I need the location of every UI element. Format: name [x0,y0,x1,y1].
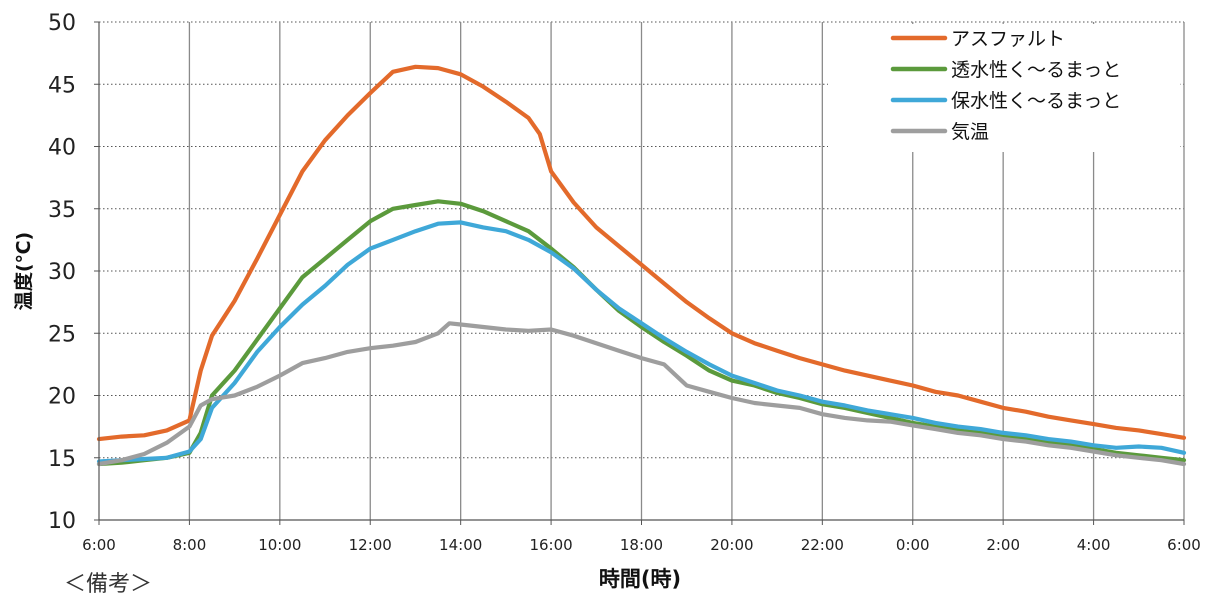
y-tick-label: 45 [48,73,76,98]
x-tick-label: 4:00 [1077,536,1111,554]
legend-label: アスファルト [951,28,1065,50]
series-line-2 [96,199,1187,467]
x-tick-label: 20:00 [710,536,753,554]
y-tick-label: 15 [48,447,76,472]
x-tick-label: 22:00 [801,536,844,554]
x-axis-label: 時間(時) [599,567,681,591]
y-tick-label: 40 [48,136,76,161]
x-tick-label: 0:00 [896,536,930,554]
legend-box [828,24,1180,152]
series-line-1 [96,64,1187,442]
legend-label: 気温 [951,121,989,143]
x-tick-label: 6:00 [82,536,116,554]
legend-label: 保水性く～るまっと [951,90,1121,112]
x-tick-label: 12:00 [349,536,392,554]
x-tick-label: 18:00 [620,536,663,554]
series-line-4 [96,321,1187,467]
x-tick-label: 10:00 [258,536,301,554]
note-label: ＜備考＞ [64,572,153,597]
y-tick-label: 10 [48,509,76,534]
y-tick-label: 30 [48,260,76,285]
x-tick-label: 2:00 [986,536,1020,554]
y-axis-label: 温度(℃) [12,232,35,310]
y-tick-label: 20 [48,385,76,410]
x-tick-label: 16:00 [529,536,572,554]
series-layer [96,64,1187,467]
y-tick-label: 50 [48,11,76,36]
x-tick-label: 14:00 [439,536,482,554]
legend-label: 透水性く～るまっと [951,59,1121,81]
axis-layer: 10 15 20 25 30 35 40 45 50 6:00 8:00 10:00 12:00 14:0… [48,11,1201,554]
x-tick-label: 6:00 [1167,536,1201,554]
y-tick-label: 35 [48,198,76,223]
series-line-3 [96,220,1187,464]
y-tick-label: 25 [48,322,76,347]
x-tick-label: 8:00 [173,536,207,554]
